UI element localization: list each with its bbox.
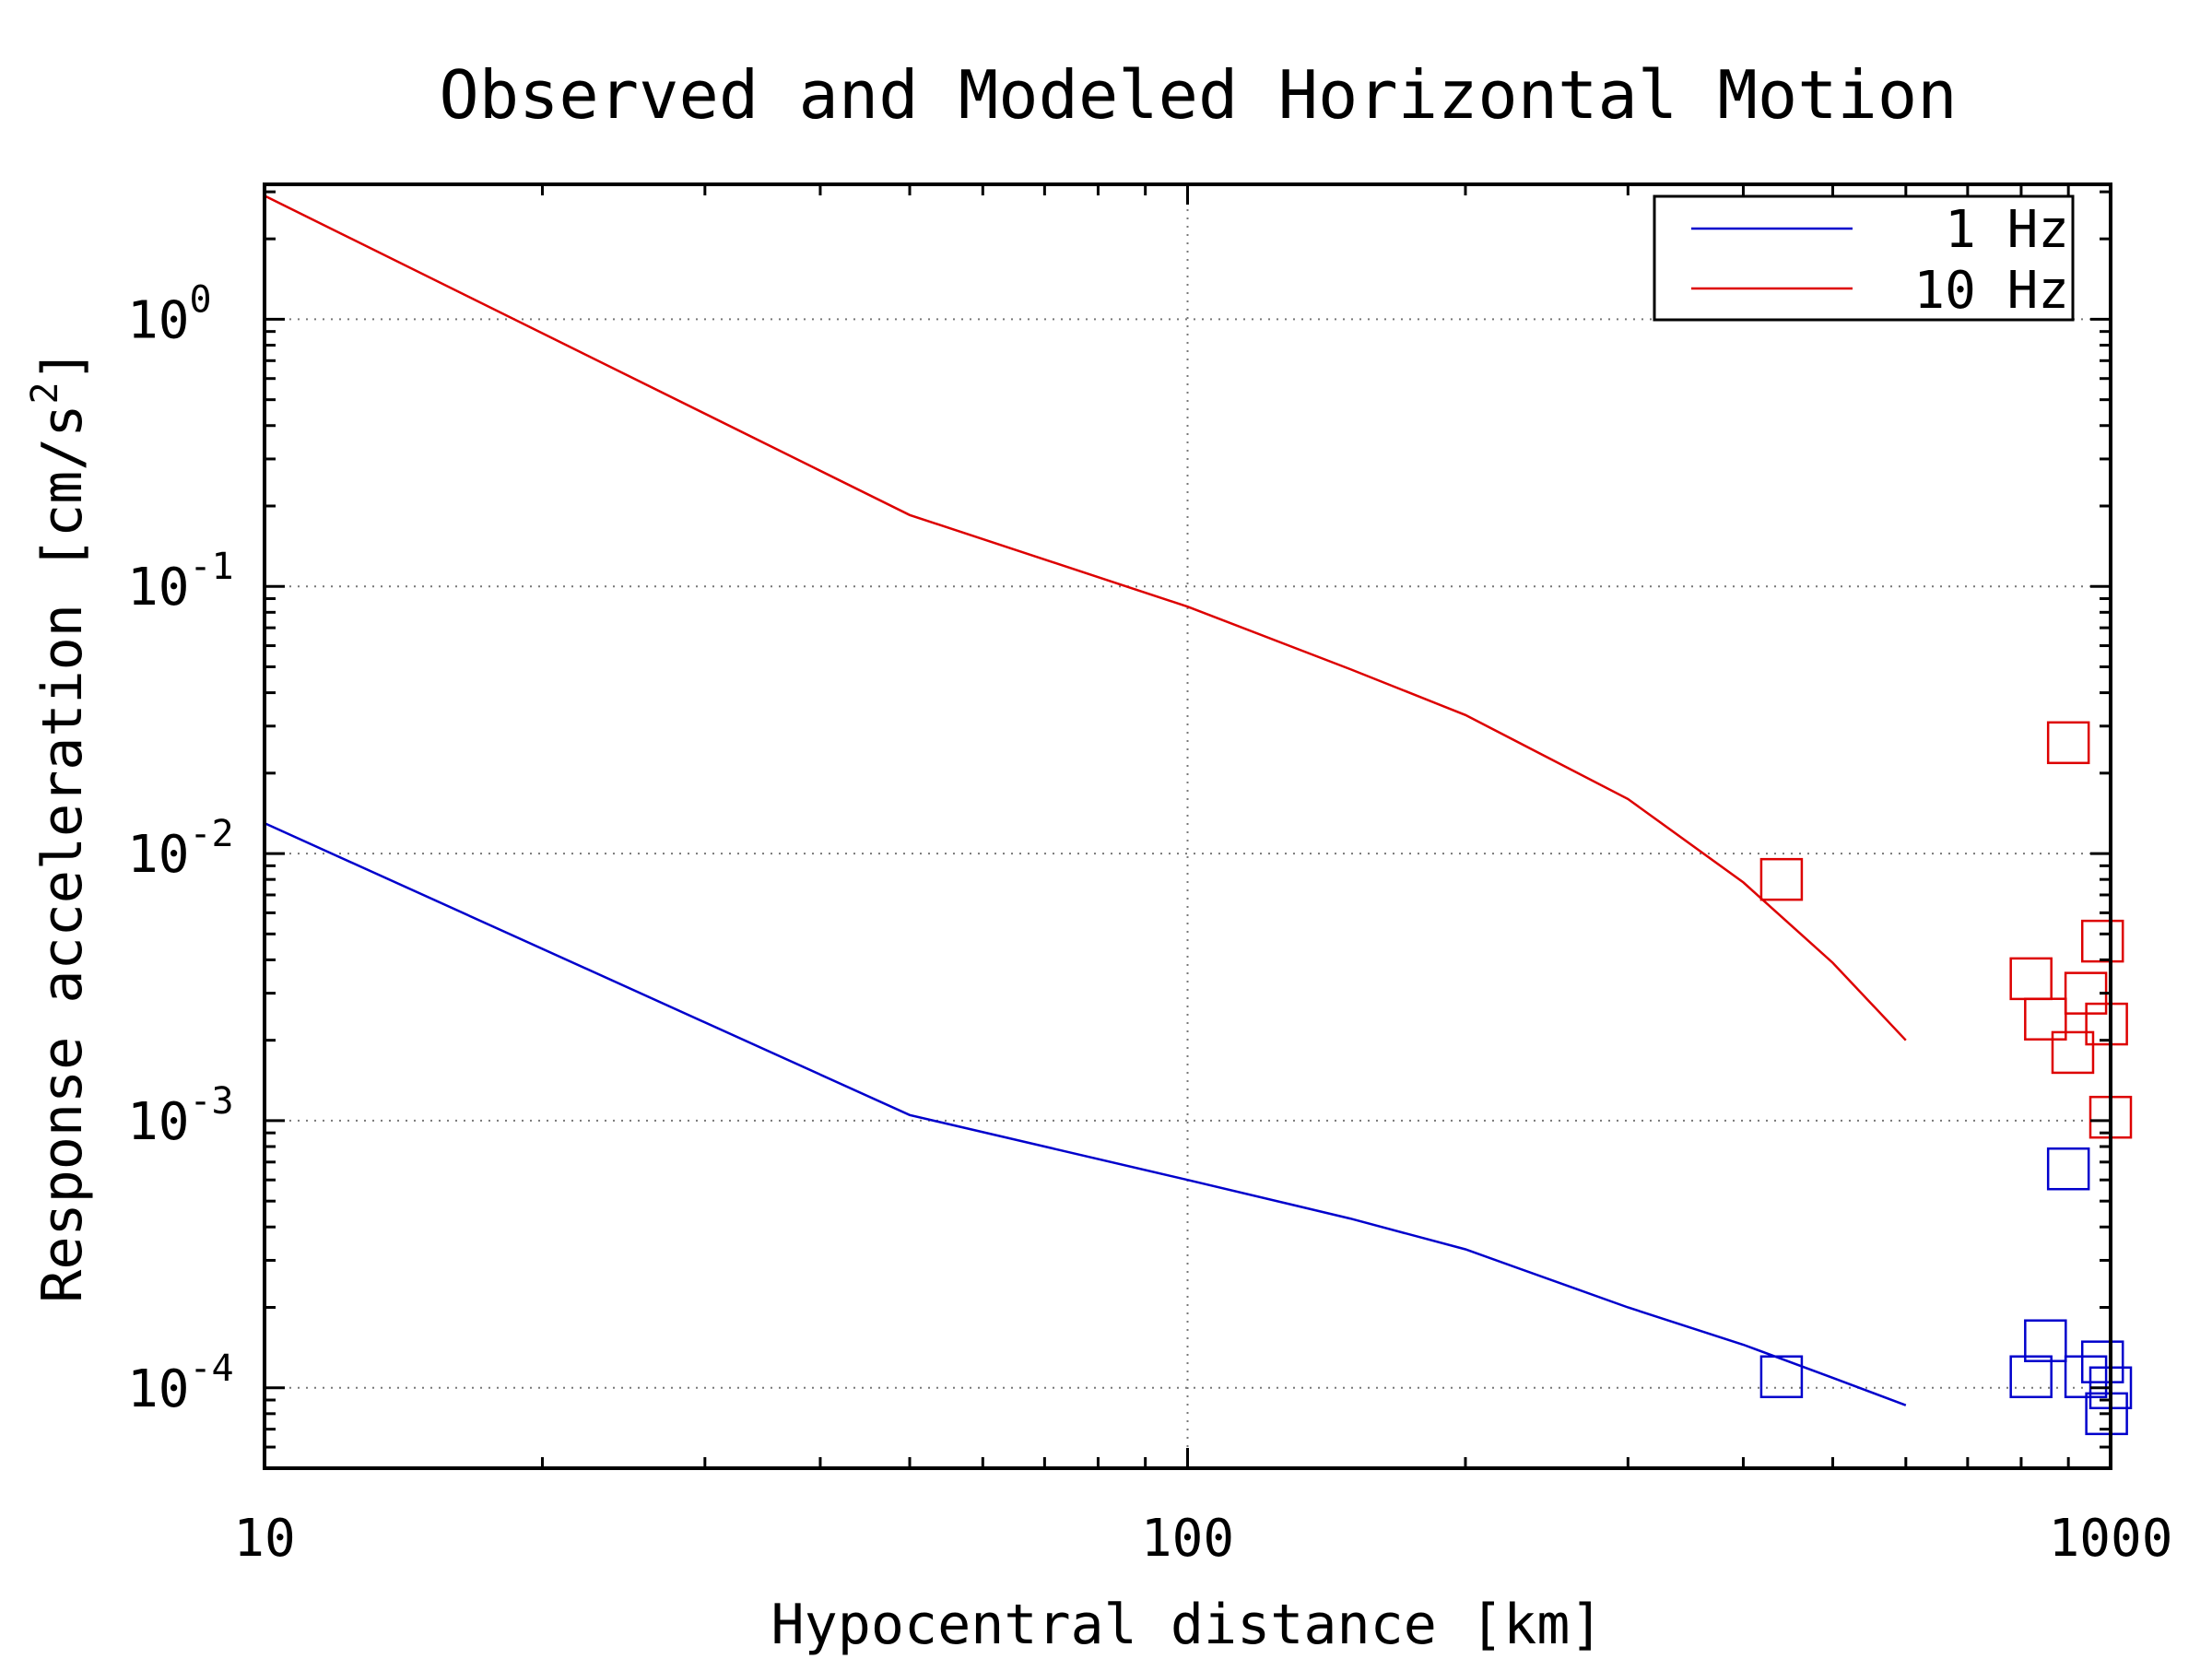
observed-point-1hz bbox=[2080, 1340, 2124, 1383]
observed-point-10hz bbox=[2085, 1002, 2128, 1046]
series-layer bbox=[264, 194, 2133, 1436]
y-tick-labels: 100 10-1 10-2 10-3 10-4 bbox=[127, 278, 234, 1418]
series-1hz bbox=[264, 821, 2133, 1436]
model-line-10hz bbox=[264, 194, 1907, 1041]
observed-point-10hz bbox=[1759, 857, 1804, 901]
observed-point-1hz bbox=[1759, 1355, 1804, 1399]
observed-point-10hz bbox=[2051, 1030, 2095, 1075]
x-tick-label: 10 bbox=[233, 1509, 295, 1569]
observed-point-10hz bbox=[2080, 919, 2124, 963]
observed-point-1hz bbox=[2085, 1392, 2128, 1436]
axis-ticks bbox=[263, 184, 2111, 1470]
x-tick-label: 100 bbox=[1141, 1509, 1234, 1569]
y-tick-label: 10-3 bbox=[127, 1080, 234, 1152]
observed-point-10hz bbox=[2024, 997, 2067, 1041]
model-line-1hz bbox=[264, 821, 1907, 1406]
legend-box bbox=[1653, 194, 2075, 322]
y-tick-label: 100 bbox=[127, 278, 212, 350]
observed-point-1hz bbox=[2009, 1355, 2053, 1399]
observed-point-1hz bbox=[2024, 1319, 2067, 1362]
y-axis-label-base: Response acceleration [cm/s bbox=[30, 404, 95, 1302]
y-tick-label: 10-4 bbox=[127, 1347, 234, 1419]
observed-point-10hz bbox=[2009, 957, 2053, 1001]
observed-point-1hz bbox=[2064, 1355, 2108, 1399]
y-axis-label-superscript: 2 bbox=[24, 382, 66, 404]
x-tick-label: 1000 bbox=[2049, 1509, 2173, 1569]
legend: 1 Hz 10 Hz bbox=[1653, 194, 2075, 322]
series-10hz bbox=[264, 194, 2133, 1139]
x-tick-labels: 10 100 1000 bbox=[233, 1509, 2172, 1569]
x-axis-label: Hypocentral distance [km] bbox=[771, 1593, 1603, 1657]
y-tick-label: 10-2 bbox=[127, 813, 234, 885]
chart-title: Observed and Modeled Horizontal Motion bbox=[439, 56, 1957, 134]
y-tick-label: 10-1 bbox=[127, 546, 234, 618]
y-axis-label: Response acceleration [cm/s2] bbox=[24, 348, 95, 1303]
observed-point-1hz bbox=[2046, 1147, 2090, 1191]
observed-point-10hz bbox=[2046, 721, 2090, 765]
legend-label-10hz: 10 Hz bbox=[1913, 261, 2069, 321]
y-axis-label-close: ] bbox=[30, 348, 95, 382]
grid-lines bbox=[265, 184, 2111, 1468]
legend-label-1hz: 1 Hz bbox=[1945, 200, 2069, 260]
